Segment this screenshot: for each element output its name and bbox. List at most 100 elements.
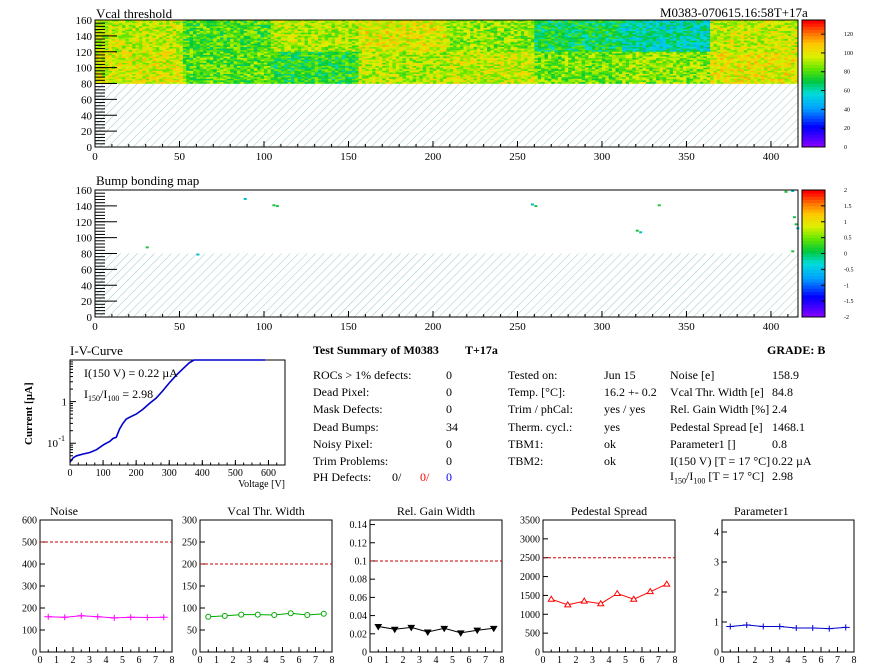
colorbar-tick-label: 40 xyxy=(844,107,850,113)
x-tick-label: 7 xyxy=(313,655,318,666)
y-tick-label: 140 xyxy=(76,31,93,43)
hatched-empty-region xyxy=(95,83,798,147)
y-tick-label: 1000 xyxy=(520,610,540,621)
data-point xyxy=(407,624,416,632)
data-point xyxy=(456,630,465,637)
data-point xyxy=(238,611,245,618)
vcal-heatmap xyxy=(95,20,799,84)
y-tick-label: 1 xyxy=(62,397,68,409)
summary-left-value: 0 xyxy=(446,368,452,382)
x-tick-label: 350 xyxy=(678,321,695,333)
x-tick-label: 200 xyxy=(425,321,442,333)
defect-pixel xyxy=(794,223,798,226)
data-point xyxy=(563,600,572,608)
x-tick-label: 2 xyxy=(753,655,758,666)
x-tick-label: 1 xyxy=(557,655,562,666)
x-tick-label: 150 xyxy=(340,151,357,163)
defect-pixel xyxy=(791,250,795,253)
ph-defects-value: 0/ xyxy=(392,470,402,484)
data-point xyxy=(110,614,119,621)
plot-title: Pedestal Spread xyxy=(571,504,647,518)
y-tick-label: 0.08 xyxy=(350,575,368,586)
colorbar-tick-label: 0 xyxy=(844,252,847,258)
y-tick-label: 20 xyxy=(81,126,93,138)
plot-frame xyxy=(199,519,333,653)
y-tick-label: 50 xyxy=(187,626,197,637)
x-tick-label: 1 xyxy=(736,655,741,666)
colorbar-tick-label: 0 xyxy=(844,145,847,151)
x-tick-label: 250 xyxy=(509,151,526,163)
y-tick-label: 500 xyxy=(525,629,540,640)
y-tick-label: 3000 xyxy=(520,534,540,545)
x-tick-label: 0 xyxy=(541,655,546,666)
x-tick-label: 5 xyxy=(802,655,807,666)
x-tick-label: 400 xyxy=(763,321,780,333)
data-point xyxy=(304,612,311,619)
x-tick-label: 2 xyxy=(231,655,236,666)
x-tick-label: 7 xyxy=(153,655,158,666)
ph-defects-label: PH Defects: xyxy=(313,470,372,484)
y-tick-label: 1 xyxy=(714,618,719,629)
summary-right-value: 0.8 xyxy=(772,436,787,451)
x-tick-label: 400 xyxy=(195,468,210,479)
x-tick-label: 6 xyxy=(819,655,824,666)
data-point xyxy=(126,614,135,621)
y-tick-label: 0.04 xyxy=(350,611,368,622)
y-tick-label: 400 xyxy=(22,560,37,571)
data-point xyxy=(205,613,212,620)
x-tick-label: 4 xyxy=(786,655,791,666)
plot-frame xyxy=(39,519,173,653)
y-tick-label: 300 xyxy=(22,582,37,593)
x-tick-label: 300 xyxy=(594,321,611,333)
summary-mid-value: ok xyxy=(604,454,616,468)
x-tick-label: 3 xyxy=(87,655,92,666)
summary-right-value: 2.4 xyxy=(772,402,787,417)
x-tick-label: 6 xyxy=(467,655,472,666)
series-line xyxy=(378,626,494,634)
data-point xyxy=(473,627,482,635)
defect-pixel xyxy=(534,205,538,208)
data-point xyxy=(254,611,261,618)
x-tick-label: 100 xyxy=(256,321,273,333)
x-tick-label: 200 xyxy=(129,468,144,479)
grade-label: GRADE: B xyxy=(767,343,826,357)
summary-mid-value: 16.2 +- 0.2 xyxy=(604,385,657,400)
x-tick-label: 7 xyxy=(656,655,661,666)
plot-frame xyxy=(542,519,676,653)
x-tick-label: 300 xyxy=(594,151,611,163)
defect-pixel xyxy=(243,197,247,200)
summary-left-value: 34 xyxy=(446,419,458,434)
y-tick-label: 160 xyxy=(76,15,93,27)
x-tick-label: 4 xyxy=(264,655,269,666)
y-tick-exponent: -1 xyxy=(58,434,65,443)
data-point xyxy=(726,623,735,630)
hatched-empty-region xyxy=(95,253,798,317)
x-tick-label: 0 xyxy=(368,655,373,666)
iv-title: I-V-Curve xyxy=(70,343,123,358)
plot-title: Vcal Thr. Width xyxy=(227,504,304,518)
plot-title: Noise xyxy=(50,504,78,518)
data-point xyxy=(489,625,498,633)
x-tick-label: 8 xyxy=(852,655,857,666)
data-point xyxy=(662,580,671,587)
iv-curve-plot: I-V-Curve 0 100 200 300 400 500 600 1 10 -1 Voltag… xyxy=(23,343,286,490)
summary-mid-label: Trim / phCal: xyxy=(508,402,573,417)
summary-left-label: Mask Defects: xyxy=(313,402,383,417)
x-tick-label: 100 xyxy=(96,468,111,479)
x-tick-label: 7 xyxy=(835,655,840,666)
y-tick-label: 100 xyxy=(182,604,197,615)
x-tick-label: 50 xyxy=(174,321,186,333)
data-point xyxy=(775,623,784,630)
data-point xyxy=(320,610,327,617)
y-tick-label: 100 xyxy=(22,626,37,637)
defect-pixel xyxy=(530,203,534,206)
x-tick-label: 0 xyxy=(92,321,98,333)
y-tick-label: 500 xyxy=(22,538,37,549)
y-tick-label: 0 xyxy=(535,648,540,659)
x-tick-label: 0 xyxy=(92,151,98,163)
colorbar-tick-label: 60 xyxy=(844,89,850,95)
colorbar-tick-label: -1 xyxy=(844,283,849,289)
y-tick-label: 100 xyxy=(76,63,93,75)
x-tick-label: 3 xyxy=(247,655,252,666)
test-summary: Test Summary of M0383 T+17a GRADE: B ROC… xyxy=(313,343,826,485)
